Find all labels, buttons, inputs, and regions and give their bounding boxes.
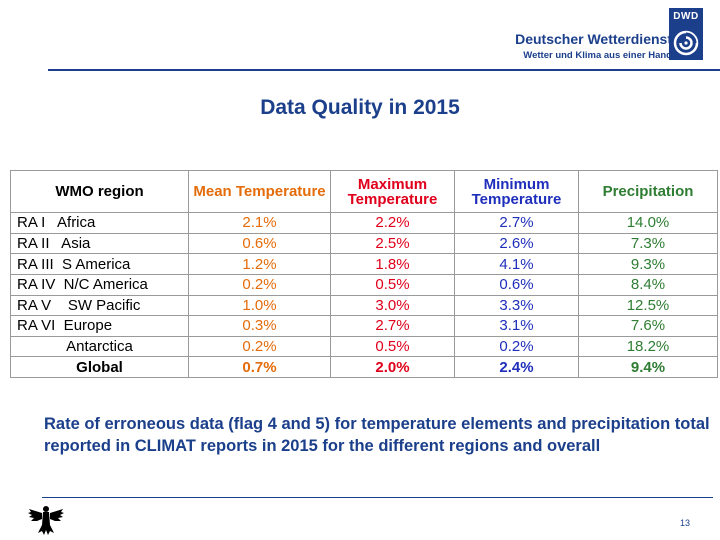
brand-tagline: Wetter und Klima aus einer Hand [523, 50, 672, 61]
data-quality-table: WMO region Mean Temperature Maximum Temp… [10, 170, 718, 378]
precip-cell: 8.4% [578, 273, 718, 296]
header-maximum-temperature: Maximum Temperature [330, 170, 455, 213]
max-cell: 2.5% [330, 232, 455, 255]
table-row: RA II Asia 0.6% 2.5% 2.6% 7.3% [10, 232, 718, 255]
precip-cell: 7.6% [578, 315, 718, 337]
region-cell: RA V SW Pacific [10, 294, 189, 317]
min-cell: 4.1% [454, 253, 579, 275]
min-cell: 2.7% [454, 212, 579, 234]
header-divider [48, 69, 720, 71]
min-cell: 3.3% [454, 294, 579, 317]
header-mean-temperature: Mean Temperature [188, 170, 331, 213]
region-cell: RA I Africa [10, 212, 189, 234]
precip-cell: 12.5% [578, 294, 718, 317]
mean-cell: 0.6% [188, 232, 331, 255]
max-cell: 2.7% [330, 315, 455, 337]
table-row: Antarctica 0.2% 0.5% 0.2% 18.2% [10, 335, 718, 358]
mean-cell: 0.2% [188, 335, 331, 358]
min-cell: 2.6% [454, 232, 579, 255]
mean-cell: 0.2% [188, 273, 331, 296]
swirl-icon [673, 30, 699, 56]
region-cell: RA III S America [10, 253, 189, 275]
min-cell: 2.4% [454, 356, 579, 378]
precip-cell: 18.2% [578, 335, 718, 358]
max-cell: 0.5% [330, 273, 455, 296]
min-cell: 0.2% [454, 335, 579, 358]
table-row: RA III S America 1.2% 1.8% 4.1% 9.3% [10, 253, 718, 275]
table-row-global: Global 0.7% 2.0% 2.4% 9.4% [10, 356, 718, 378]
region-cell: RA VI Europe [10, 315, 189, 337]
region-cell: Global [10, 356, 189, 378]
region-cell: RA IV N/C America [10, 273, 189, 296]
table-header-row: WMO region Mean Temperature Maximum Temp… [10, 170, 718, 213]
max-cell: 0.5% [330, 335, 455, 358]
min-cell: 0.6% [454, 273, 579, 296]
max-cell: 1.8% [330, 253, 455, 275]
min-cell: 3.1% [454, 315, 579, 337]
brand-name: Deutscher Wetterdienst [515, 31, 672, 47]
mean-cell: 0.7% [188, 356, 331, 378]
precip-cell: 7.3% [578, 232, 718, 255]
footer-divider [42, 497, 713, 498]
header-wmo-region: WMO region [10, 170, 189, 213]
region-cell: RA II Asia [10, 232, 189, 255]
precip-cell: 9.4% [578, 356, 718, 378]
mean-cell: 1.0% [188, 294, 331, 317]
header-precipitation: Precipitation [578, 170, 718, 213]
table-row: RA IV N/C America 0.2% 0.5% 0.6% 8.4% [10, 273, 718, 296]
page-title: Data Quality in 2015 [260, 96, 460, 119]
max-cell: 2.0% [330, 356, 455, 378]
dwd-badge-text: DWD [673, 11, 699, 22]
precip-cell: 14.0% [578, 212, 718, 234]
federal-eagle-icon [28, 506, 64, 535]
mean-cell: 2.1% [188, 212, 331, 234]
max-cell: 2.2% [330, 212, 455, 234]
header-minimum-temperature: Minimum Temperature [454, 170, 579, 213]
max-cell: 3.0% [330, 294, 455, 317]
page-number: 13 [679, 518, 690, 528]
table-row: RA I Africa 2.1% 2.2% 2.7% 14.0% [10, 212, 718, 234]
region-cell: Antarctica [10, 335, 189, 358]
table-caption: Rate of erroneous data (flag 4 and 5) fo… [44, 415, 710, 455]
precip-cell: 9.3% [578, 253, 718, 275]
mean-cell: 1.2% [188, 253, 331, 275]
table-row: RA VI Europe 0.3% 2.7% 3.1% 7.6% [10, 315, 718, 337]
dwd-logo: DWD [669, 8, 703, 60]
mean-cell: 0.3% [188, 315, 331, 337]
table-row: RA V SW Pacific 1.0% 3.0% 3.3% 12.5% [10, 294, 718, 317]
